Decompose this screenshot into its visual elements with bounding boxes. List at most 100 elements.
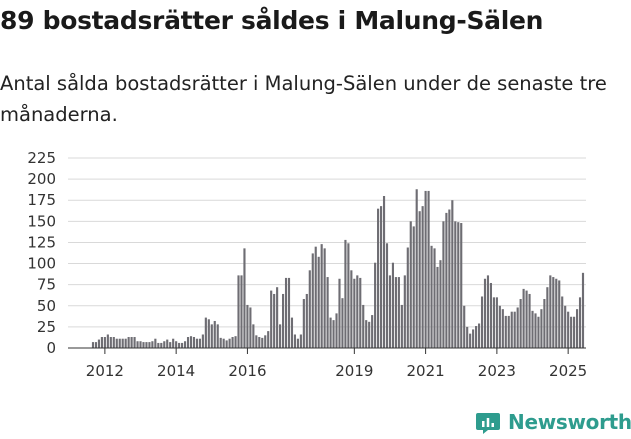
bar (522, 288, 525, 348)
bar (267, 331, 270, 348)
bar (436, 266, 439, 348)
bar (439, 260, 442, 348)
x-tick-label: 2025 (549, 362, 587, 380)
bar (243, 248, 246, 348)
bar (445, 212, 448, 348)
y-tick-label: 50 (37, 297, 56, 315)
bar (195, 338, 199, 348)
bar (228, 338, 231, 348)
y-tick-label: 125 (27, 233, 56, 251)
last-value-annotation: 89 (576, 0, 595, 4)
bar (406, 247, 409, 348)
bar (264, 335, 267, 348)
newsworthy-chart-icon (476, 413, 500, 434)
bar (118, 338, 121, 348)
bar (255, 335, 258, 348)
bar (350, 270, 353, 348)
bar (573, 316, 576, 348)
bar (252, 324, 255, 348)
bar (338, 278, 341, 348)
bar (124, 338, 127, 348)
bar (231, 337, 234, 348)
bar (377, 208, 380, 348)
bar (371, 315, 374, 348)
bar (109, 337, 112, 348)
bar (287, 277, 291, 348)
bar (323, 248, 326, 348)
bar (513, 311, 516, 348)
bar (204, 317, 207, 348)
bar (201, 334, 204, 348)
bar (169, 342, 172, 348)
bar (415, 189, 418, 348)
bar (409, 221, 412, 348)
bar (543, 299, 546, 348)
bar (308, 270, 311, 348)
bar (391, 262, 395, 348)
bar (276, 287, 279, 348)
bar (234, 336, 237, 348)
bar (578, 297, 582, 348)
bar (561, 296, 564, 348)
bar (154, 338, 157, 348)
bar (460, 223, 463, 348)
x-tick-label: 2023 (478, 362, 516, 380)
bar (356, 275, 359, 348)
bar (145, 342, 148, 348)
bar (388, 275, 392, 348)
bar (525, 290, 528, 348)
bar (534, 313, 537, 348)
bar (240, 275, 243, 348)
bar (430, 245, 433, 348)
y-axis: 0 25 50 75 100 125 150 175 200 225 (27, 149, 56, 357)
bar (136, 341, 139, 348)
bar (472, 329, 475, 348)
bar (279, 324, 282, 348)
bar (457, 222, 460, 348)
bar (100, 337, 103, 348)
y-tick-label: 175 (27, 191, 56, 209)
bar (210, 324, 213, 348)
bar (555, 278, 558, 348)
bar (421, 206, 424, 348)
bar (552, 277, 555, 348)
newsworthy-logo: Newsworthy (476, 407, 631, 437)
bar (127, 337, 130, 348)
bar (237, 275, 240, 348)
bar (186, 337, 190, 348)
bar (397, 277, 400, 348)
bar (163, 341, 166, 348)
bar (207, 319, 210, 348)
bar (189, 336, 193, 348)
bar (91, 342, 95, 348)
bar (403, 275, 406, 348)
bar (546, 287, 549, 348)
x-tick-label: 2012 (86, 362, 124, 380)
bar (564, 305, 567, 348)
bars (91, 189, 585, 348)
y-tick-label: 150 (27, 212, 56, 230)
bar (516, 307, 519, 348)
bar (133, 337, 136, 348)
brand-name: Newsworthy (508, 410, 631, 434)
bar (142, 342, 145, 348)
bar (178, 342, 181, 348)
bar (103, 337, 106, 348)
bar (549, 275, 552, 348)
bar (329, 317, 332, 348)
bar (451, 200, 454, 348)
bar (385, 243, 389, 348)
bar (172, 338, 175, 348)
bar (97, 339, 101, 348)
bar (121, 338, 124, 348)
bar (374, 262, 377, 348)
bar (418, 211, 421, 348)
bar (222, 338, 225, 348)
y-tick-label: 25 (37, 318, 56, 336)
bar (115, 338, 118, 348)
bar (225, 340, 228, 348)
bar (219, 337, 222, 348)
bar (567, 311, 570, 348)
x-tick-label: 2021 (407, 362, 445, 380)
